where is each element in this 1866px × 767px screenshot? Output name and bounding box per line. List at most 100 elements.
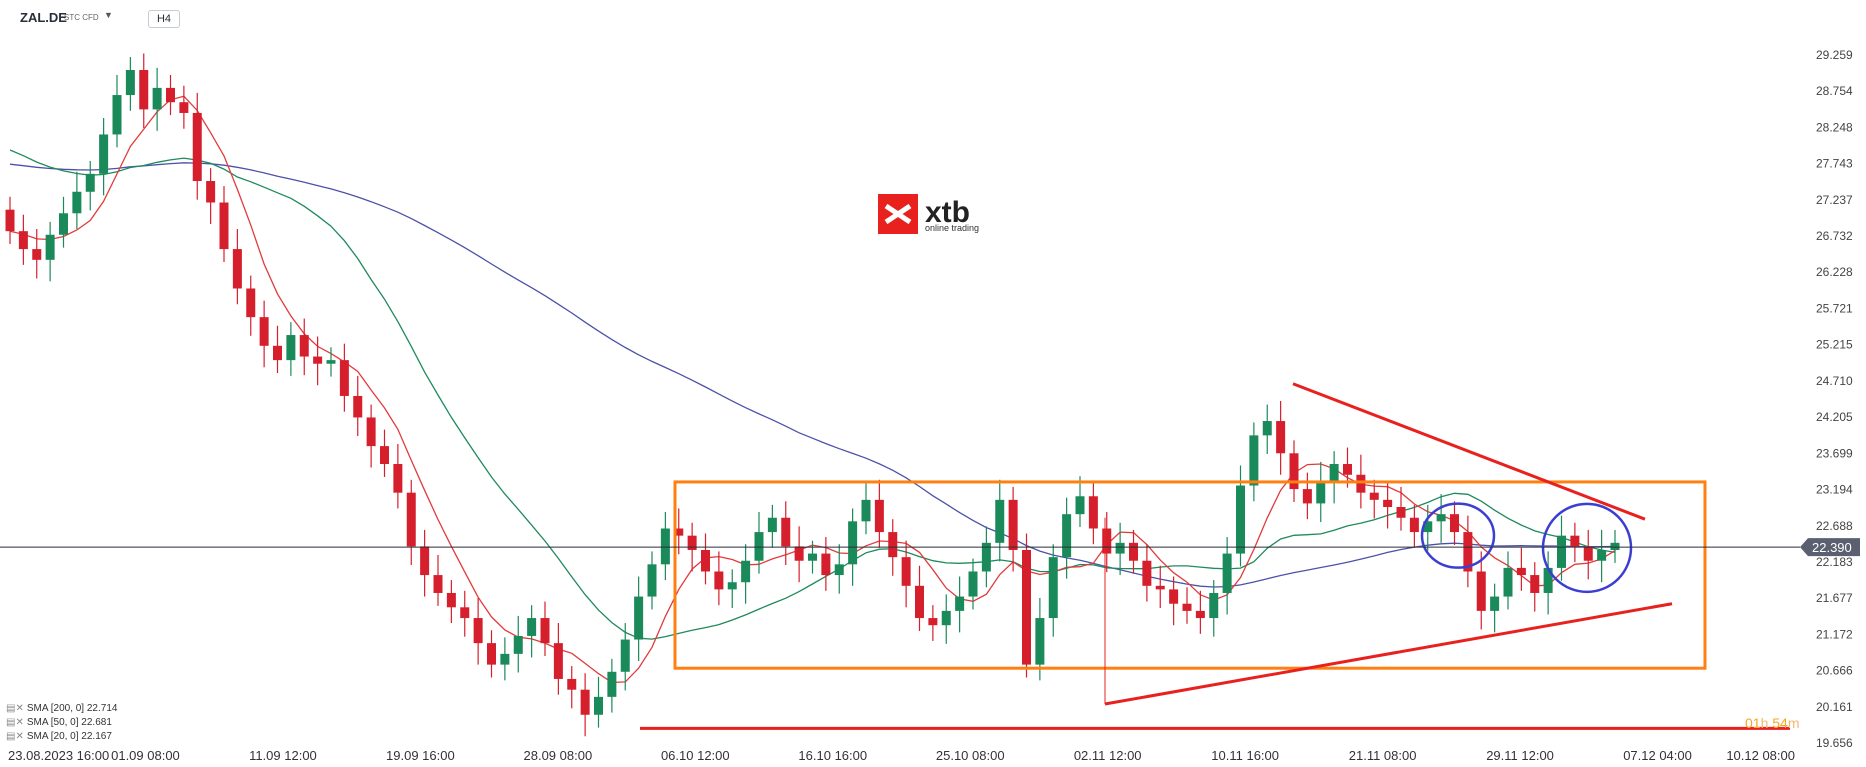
candle-body — [607, 671, 617, 697]
candle-body — [540, 618, 550, 644]
y-tick-label: 27.237 — [1816, 193, 1853, 207]
upper-trendline — [1292, 382, 1646, 521]
candle-body — [473, 618, 483, 644]
legend-sma200[interactable]: ▤✕ SMA [200, 0] 22.714 — [6, 703, 117, 714]
candle-body — [353, 395, 363, 418]
candle-body — [1557, 535, 1566, 568]
timeframe-selector[interactable]: H4 — [148, 10, 180, 28]
y-tick-label: 28.248 — [1816, 120, 1853, 134]
candle-body — [152, 87, 162, 110]
candle-body — [901, 557, 911, 586]
candle-body — [125, 69, 135, 96]
symbol-type: STC CFD — [64, 13, 99, 22]
candle-body — [1048, 557, 1058, 619]
candle-body — [487, 643, 496, 665]
sma200-line — [9, 162, 1616, 588]
y-tick-label: 24.205 — [1816, 410, 1853, 424]
candle-body — [1409, 517, 1419, 533]
highlight-circle-1 — [1420, 502, 1496, 569]
candle-body — [928, 618, 938, 626]
candle-body — [1436, 514, 1446, 522]
y-tick-label: 20.161 — [1816, 700, 1853, 714]
candle-body — [821, 553, 831, 576]
candle-body — [1302, 489, 1312, 504]
candle-body — [701, 549, 710, 572]
legend-sma20[interactable]: ▤✕ SMA [20, 0] 22.167 — [6, 731, 112, 742]
candle-body — [1423, 521, 1433, 533]
candle-body — [848, 521, 858, 565]
candle-body — [406, 492, 416, 547]
candle-body — [380, 446, 389, 465]
candle-body — [634, 596, 644, 640]
candle-body — [834, 564, 844, 576]
candle-body — [5, 209, 15, 232]
x-tick-label: 11.09 12:00 — [249, 748, 317, 763]
candle-body — [72, 191, 82, 214]
candle-body — [1583, 546, 1593, 561]
legend-sma50[interactable]: ▤✕ SMA [50, 0] 22.681 — [6, 717, 112, 728]
candle-body — [714, 571, 724, 590]
candle-body — [808, 553, 817, 561]
candle-body — [727, 582, 737, 590]
current-price-badge — [1800, 538, 1860, 557]
candle-countdown: 01h 54m — [1745, 715, 1800, 731]
legend-label: SMA [200, 0] 22.714 — [26, 703, 118, 714]
candle-body — [1450, 514, 1459, 533]
candle-body — [259, 317, 269, 346]
candle-body — [1503, 567, 1513, 597]
candle-body — [513, 635, 523, 654]
y-tick-label: 29.259 — [1816, 48, 1853, 62]
candle-body — [112, 95, 122, 135]
candle-body — [1222, 553, 1232, 593]
settings-close-icon[interactable]: ▤✕ — [6, 717, 24, 728]
candle-body — [179, 102, 189, 113]
y-tick-label: 19.656 — [1816, 736, 1853, 750]
candle-body — [1530, 575, 1540, 593]
candle-body — [647, 564, 657, 597]
candle-body — [1597, 549, 1607, 561]
candle-body — [500, 653, 510, 665]
candle-body — [1142, 560, 1152, 586]
symbol-dropdown-icon[interactable]: ▼ — [104, 10, 113, 20]
candle-body — [968, 571, 978, 597]
candle-body — [299, 335, 309, 357]
settings-close-icon[interactable]: ▤✕ — [6, 703, 24, 714]
candle-body — [1209, 592, 1219, 619]
x-tick-label: 02.11 12:00 — [1074, 748, 1142, 763]
candle-body — [1570, 535, 1580, 547]
legend-label: SMA [50, 0] 22.681 — [26, 717, 112, 728]
candle-body — [393, 464, 403, 493]
xtb-logo-mark — [884, 203, 912, 225]
candle-body — [192, 112, 202, 182]
candle-body — [246, 288, 256, 318]
x-tick-label: 01.09 08:00 — [111, 748, 180, 763]
x-tick-label: 25.10 08:00 — [936, 748, 1005, 763]
xtb-logo-tagline: online trading — [925, 223, 979, 233]
x-tick-label: 21.11 08:00 — [1349, 748, 1417, 763]
x-tick-label: 10.12 08:00 — [1726, 748, 1795, 763]
candle-body — [45, 234, 55, 260]
y-tick-label: 21.172 — [1816, 627, 1853, 641]
symbol-name[interactable]: ZAL.DE — [20, 10, 67, 25]
sma20-line — [9, 95, 1616, 684]
candle-body — [420, 546, 430, 576]
x-tick-label: 23.08.2023 16:00 — [8, 748, 109, 763]
candle-body — [1276, 421, 1286, 454]
current-price-label: 22.390 — [1812, 540, 1852, 555]
candle-body — [326, 360, 336, 364]
candle-body — [339, 360, 349, 396]
candle-body — [1129, 542, 1138, 561]
highlight-circle-2 — [1541, 502, 1633, 594]
candle-body — [553, 643, 563, 679]
candle-body — [166, 87, 175, 103]
candle-body — [1022, 549, 1031, 665]
candle-body — [874, 499, 884, 533]
y-tick-label: 23.699 — [1816, 446, 1853, 460]
candle-body — [995, 499, 1005, 543]
candle-body — [1329, 464, 1339, 482]
settings-close-icon[interactable]: ▤✕ — [6, 731, 24, 742]
candle-body — [1356, 474, 1366, 493]
candle-body — [1102, 528, 1112, 554]
xtb-logo-text: xtb — [925, 196, 970, 229]
